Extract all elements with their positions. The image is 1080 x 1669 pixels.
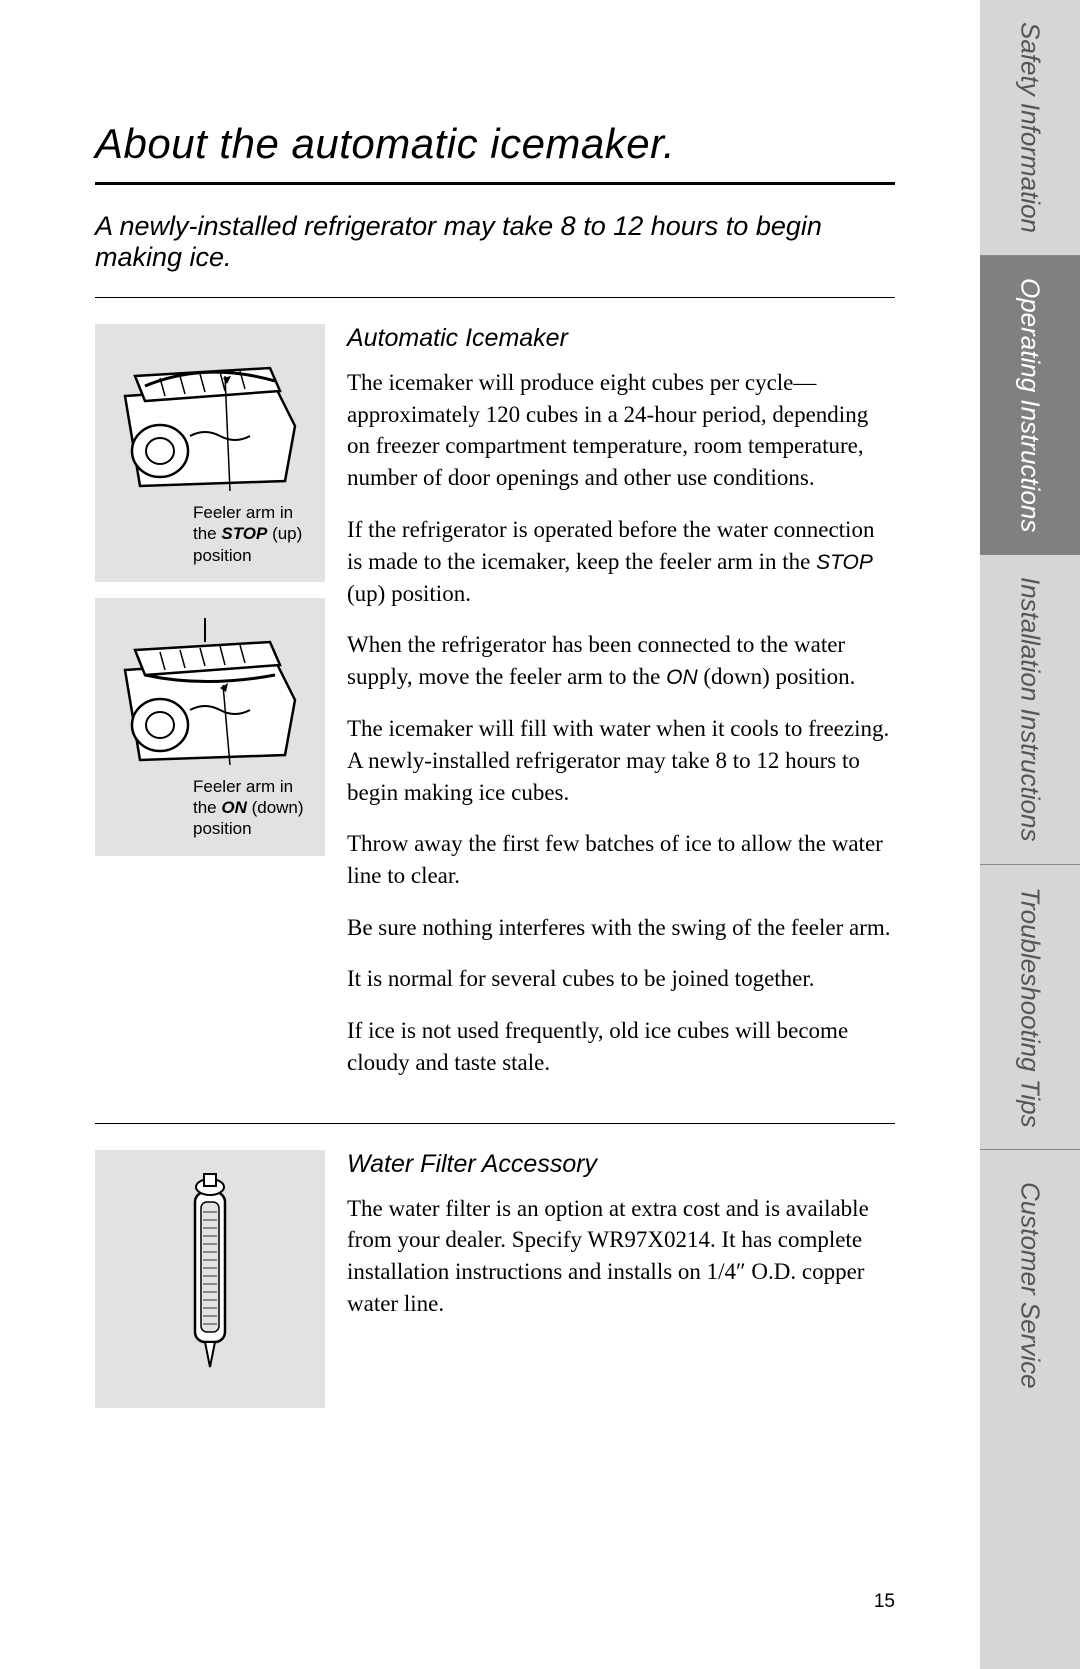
divider — [95, 297, 895, 298]
title-rule — [95, 182, 895, 185]
body-paragraph: It is normal for several cubes to be joi… — [347, 963, 895, 995]
icemaker-on-illustration — [105, 610, 315, 770]
figure-column: Feeler arm in the STOP (up) position — [95, 324, 325, 1099]
tab-installation-instructions[interactable]: Installation Instructions — [980, 555, 1080, 864]
caption-em: STOP — [221, 524, 267, 543]
section-water-filter: Water Filter Accessory The water filter … — [95, 1150, 895, 1408]
text-column: Automatic Icemaker The icemaker will pro… — [347, 324, 895, 1099]
side-tabs: Safety Information Operating Instruction… — [980, 0, 1080, 1669]
body-text: If the refrigerator is operated before t… — [347, 517, 874, 574]
water-filter-illustration — [105, 1162, 315, 1392]
section-heading: Water Filter Accessory — [347, 1150, 895, 1179]
body-paragraph: The icemaker will fill with water when i… — [347, 713, 895, 808]
body-em: ON — [666, 666, 698, 689]
figure-water-filter — [95, 1150, 325, 1408]
body-paragraph: Be sure nothing interferes with the swin… — [347, 912, 895, 944]
body-paragraph: The icemaker will produce eight cubes pe… — [347, 367, 895, 494]
manual-page: About the automatic icemaker. A newly-in… — [0, 0, 1080, 1669]
body-paragraph: If the refrigerator is operated before t… — [347, 514, 895, 609]
body-text: (up) position. — [347, 581, 471, 606]
caption-em: ON — [221, 798, 247, 817]
tab-safety-information[interactable]: Safety Information — [980, 0, 1080, 256]
section-automatic-icemaker: Feeler arm in the STOP (up) position — [95, 324, 895, 1099]
figure-stop-caption: Feeler arm in the STOP (up) position — [105, 502, 315, 566]
section-heading: Automatic Icemaker — [347, 324, 895, 353]
body-paragraph: Throw away the first few batches of ice … — [347, 828, 895, 891]
tab-operating-instructions[interactable]: Operating Instructions — [980, 256, 1080, 555]
figure-on-position: Feeler arm in the ON (down) position — [95, 598, 325, 856]
text-column: Water Filter Accessory The water filter … — [347, 1150, 895, 1408]
page-number: 15 — [95, 1591, 895, 1613]
figure-column — [95, 1150, 325, 1408]
icemaker-stop-illustration — [105, 336, 315, 496]
body-text: (down) position. — [698, 664, 856, 689]
body-paragraph: The water filter is an option at extra c… — [347, 1193, 895, 1320]
body-paragraph: If ice is not used frequently, old ice c… — [347, 1015, 895, 1078]
tab-customer-service[interactable]: Customer Service — [980, 1150, 1080, 1669]
figure-stop-position: Feeler arm in the STOP (up) position — [95, 324, 325, 582]
page-subtitle: A newly-installed refrigerator may take … — [95, 211, 895, 273]
figure-on-caption: Feeler arm in the ON (down) position — [105, 776, 315, 840]
divider — [95, 1123, 895, 1124]
page-title: About the automatic icemaker. — [95, 120, 1080, 168]
tab-troubleshooting-tips[interactable]: Troubleshooting Tips — [980, 865, 1080, 1151]
body-em: STOP — [816, 551, 873, 574]
body-paragraph: When the refrigerator has been connected… — [347, 629, 895, 693]
